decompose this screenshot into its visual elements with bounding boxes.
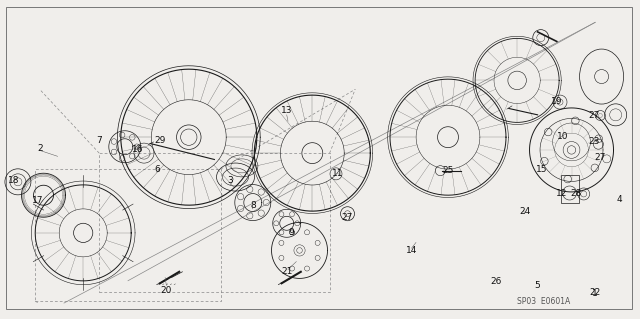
- Text: 8: 8: [250, 201, 255, 210]
- Text: 24: 24: [519, 207, 531, 216]
- Text: 5: 5: [535, 281, 540, 290]
- Text: 26: 26: [490, 277, 502, 286]
- Text: 27: 27: [588, 111, 600, 120]
- Text: 18: 18: [8, 176, 20, 185]
- Bar: [561, 174, 579, 203]
- Text: 19: 19: [551, 97, 563, 106]
- Text: 23: 23: [588, 137, 600, 146]
- Text: SP03  E0601A: SP03 E0601A: [517, 297, 570, 306]
- Text: 7: 7: [97, 136, 102, 145]
- Text: 14: 14: [406, 246, 417, 255]
- Text: 27: 27: [342, 213, 353, 222]
- Text: 6: 6: [154, 165, 159, 174]
- Text: 20: 20: [161, 286, 172, 295]
- Text: 9: 9: [289, 228, 294, 237]
- Text: 22: 22: [589, 288, 601, 297]
- Text: 12: 12: [556, 189, 567, 198]
- Text: 25: 25: [442, 166, 454, 175]
- Text: 17: 17: [32, 197, 44, 205]
- Text: 1: 1: [593, 289, 598, 298]
- Text: 15: 15: [536, 165, 548, 174]
- Text: 2: 2: [38, 144, 43, 153]
- Text: 27: 27: [595, 153, 606, 162]
- Text: 13: 13: [281, 106, 292, 115]
- Text: 10: 10: [557, 132, 569, 141]
- Text: 16: 16: [132, 145, 143, 154]
- Text: 21: 21: [281, 267, 292, 276]
- Text: 29: 29: [154, 136, 166, 145]
- Text: 4: 4: [617, 195, 622, 204]
- Text: 11: 11: [332, 169, 344, 178]
- Text: 28: 28: [570, 189, 582, 198]
- Text: 3: 3: [228, 176, 233, 185]
